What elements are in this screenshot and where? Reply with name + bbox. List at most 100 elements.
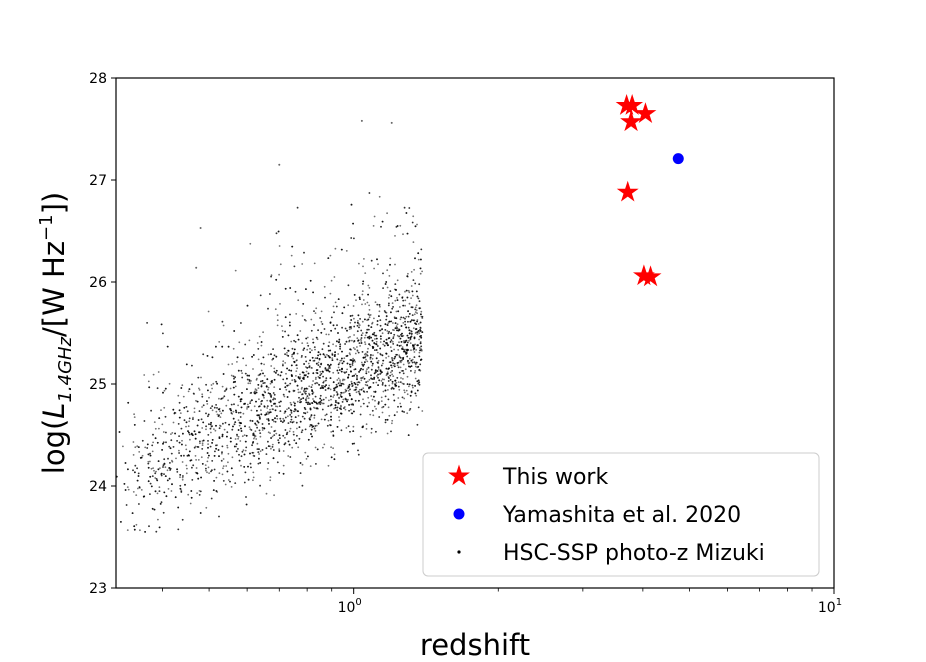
hsc-point <box>195 467 198 469</box>
hsc-point <box>315 307 318 310</box>
hsc-point <box>354 373 357 375</box>
hsc-point <box>332 447 334 450</box>
hsc-point <box>356 376 358 379</box>
hsc-point <box>274 420 277 423</box>
hsc-point <box>408 332 411 335</box>
hsc-point <box>387 332 390 335</box>
hsc-point <box>336 393 339 396</box>
hsc-point <box>332 343 334 346</box>
hsc-point <box>237 429 240 431</box>
hsc-point <box>374 338 376 340</box>
hsc-point <box>397 310 400 313</box>
hsc-point <box>402 383 405 385</box>
hsc-point <box>202 439 205 442</box>
hsc-point <box>380 396 383 399</box>
hsc-point <box>194 455 197 457</box>
hsc-point <box>235 409 237 412</box>
hsc-point <box>382 287 384 289</box>
hsc-point <box>344 372 346 374</box>
hsc-point <box>339 393 342 396</box>
hsc-point <box>375 381 378 384</box>
hsc-point <box>234 269 237 272</box>
hsc-point <box>267 419 270 422</box>
hsc-point <box>285 433 288 436</box>
hsc-point <box>148 386 151 389</box>
hsc-point <box>281 336 284 338</box>
hsc-point <box>231 474 234 476</box>
hsc-point <box>163 389 166 392</box>
hsc-point <box>341 362 344 365</box>
hsc-point <box>391 357 394 359</box>
hsc-point <box>399 366 402 369</box>
hsc-point <box>384 395 387 398</box>
hsc-point <box>253 391 256 393</box>
hsc-point <box>403 206 406 209</box>
hsc-point <box>261 380 264 382</box>
hsc-point <box>418 307 421 310</box>
hsc-point <box>356 378 358 381</box>
hsc-point <box>304 412 307 415</box>
hsc-point <box>225 465 228 467</box>
hsc-point <box>161 423 164 426</box>
hsc-point <box>245 364 248 367</box>
hsc-point <box>402 299 405 302</box>
hsc-point <box>237 437 240 440</box>
hsc-point <box>320 310 323 313</box>
hsc-point <box>315 369 318 371</box>
hsc-point <box>260 409 262 412</box>
hsc-point <box>298 437 301 440</box>
hsc-point <box>364 303 367 305</box>
hsc-point <box>126 486 129 488</box>
hsc-point <box>202 404 205 407</box>
hsc-point <box>388 330 390 333</box>
hsc-point <box>381 332 384 335</box>
hsc-point <box>396 329 398 332</box>
hsc-point <box>406 296 409 299</box>
hsc-point <box>385 281 388 283</box>
hsc-point <box>243 466 246 468</box>
hsc-point <box>289 324 291 327</box>
hsc-point <box>146 443 149 446</box>
hsc-point <box>291 421 294 424</box>
hsc-point <box>393 365 396 368</box>
hsc-point <box>291 379 294 382</box>
hsc-point <box>311 389 313 391</box>
hsc-point <box>198 410 201 412</box>
hsc-point <box>160 474 163 477</box>
hsc-point <box>313 346 316 348</box>
hsc-point <box>224 483 227 486</box>
hsc-point <box>232 425 234 428</box>
hsc-point <box>298 426 301 428</box>
hsc-point <box>293 360 296 363</box>
hsc-point <box>344 408 347 411</box>
hsc-point <box>276 314 279 317</box>
hsc-point <box>211 439 214 441</box>
hsc-point <box>337 298 340 300</box>
hsc-point <box>132 469 134 472</box>
hsc-point <box>374 349 376 351</box>
hsc-point <box>394 299 397 302</box>
hsc-point <box>244 402 246 405</box>
hsc-point <box>259 294 262 297</box>
hsc-point <box>367 324 370 327</box>
hsc-point <box>327 387 330 390</box>
hsc-point <box>353 325 356 328</box>
hsc-point <box>351 412 354 415</box>
hsc-point <box>138 486 141 488</box>
hsc-point <box>343 357 346 360</box>
hsc-point <box>154 490 157 493</box>
hsc-point <box>284 330 286 333</box>
hsc-point <box>376 370 379 372</box>
hsc-point <box>170 433 172 435</box>
hsc-point <box>330 431 333 433</box>
hsc-point <box>221 385 224 388</box>
hsc-point <box>237 448 239 450</box>
hsc-point <box>320 418 323 421</box>
hsc-point <box>316 372 319 375</box>
hsc-point <box>288 430 291 433</box>
hsc-point <box>208 396 210 399</box>
hsc-point <box>294 290 297 293</box>
hsc-point <box>361 320 364 323</box>
hsc-point <box>207 389 209 392</box>
